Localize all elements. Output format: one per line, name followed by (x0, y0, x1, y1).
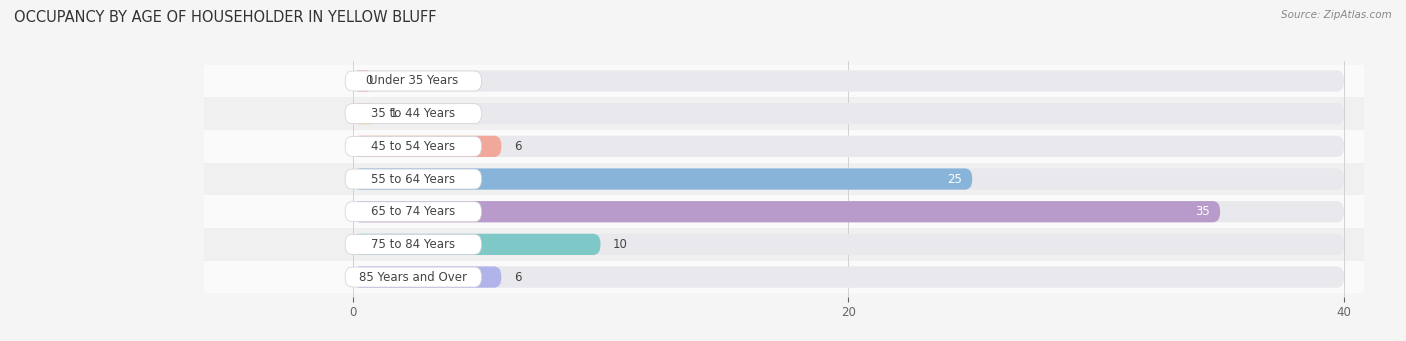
FancyBboxPatch shape (204, 163, 1364, 195)
FancyBboxPatch shape (344, 169, 481, 189)
Text: 0: 0 (366, 74, 373, 88)
FancyBboxPatch shape (204, 261, 1364, 293)
Text: 75 to 84 Years: 75 to 84 Years (371, 238, 456, 251)
FancyBboxPatch shape (353, 103, 1344, 124)
FancyBboxPatch shape (353, 201, 1220, 222)
FancyBboxPatch shape (344, 234, 481, 254)
FancyBboxPatch shape (353, 201, 1344, 222)
FancyBboxPatch shape (353, 103, 377, 124)
FancyBboxPatch shape (344, 104, 481, 124)
Text: 55 to 64 Years: 55 to 64 Years (371, 173, 456, 186)
Text: 35: 35 (1195, 205, 1211, 218)
FancyBboxPatch shape (344, 136, 481, 156)
Text: 45 to 54 Years: 45 to 54 Years (371, 140, 456, 153)
Text: Under 35 Years: Under 35 Years (368, 74, 458, 88)
Text: 10: 10 (613, 238, 627, 251)
FancyBboxPatch shape (344, 267, 481, 287)
FancyBboxPatch shape (204, 97, 1364, 130)
FancyBboxPatch shape (204, 195, 1364, 228)
Text: 1: 1 (389, 107, 398, 120)
Text: 35 to 44 Years: 35 to 44 Years (371, 107, 456, 120)
FancyBboxPatch shape (204, 65, 1364, 97)
FancyBboxPatch shape (353, 136, 502, 157)
Text: 25: 25 (948, 173, 962, 186)
FancyBboxPatch shape (353, 70, 373, 92)
FancyBboxPatch shape (353, 234, 600, 255)
FancyBboxPatch shape (353, 168, 1344, 190)
FancyBboxPatch shape (344, 71, 481, 91)
Text: OCCUPANCY BY AGE OF HOUSEHOLDER IN YELLOW BLUFF: OCCUPANCY BY AGE OF HOUSEHOLDER IN YELLO… (14, 10, 436, 25)
Text: 6: 6 (513, 270, 522, 284)
FancyBboxPatch shape (353, 266, 1344, 288)
FancyBboxPatch shape (353, 266, 502, 288)
FancyBboxPatch shape (204, 228, 1364, 261)
FancyBboxPatch shape (204, 130, 1364, 163)
Text: 85 Years and Over: 85 Years and Over (360, 270, 467, 284)
FancyBboxPatch shape (353, 70, 1344, 92)
FancyBboxPatch shape (353, 168, 972, 190)
Text: Source: ZipAtlas.com: Source: ZipAtlas.com (1281, 10, 1392, 20)
FancyBboxPatch shape (344, 202, 481, 222)
FancyBboxPatch shape (353, 136, 1344, 157)
FancyBboxPatch shape (353, 234, 1344, 255)
Text: 6: 6 (513, 140, 522, 153)
Text: 65 to 74 Years: 65 to 74 Years (371, 205, 456, 218)
